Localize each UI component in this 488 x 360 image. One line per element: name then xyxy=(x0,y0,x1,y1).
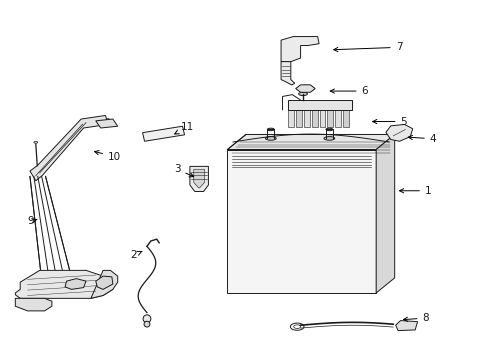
Polygon shape xyxy=(142,126,184,141)
Ellipse shape xyxy=(325,128,332,131)
Text: 3: 3 xyxy=(173,164,193,177)
Polygon shape xyxy=(193,169,204,188)
Polygon shape xyxy=(395,320,417,330)
Polygon shape xyxy=(375,134,394,293)
Text: 7: 7 xyxy=(333,42,402,52)
Polygon shape xyxy=(385,125,412,141)
Polygon shape xyxy=(96,276,113,289)
Text: 5: 5 xyxy=(372,117,407,127)
Ellipse shape xyxy=(267,128,274,131)
Ellipse shape xyxy=(144,321,150,327)
Text: 11: 11 xyxy=(174,122,194,134)
Text: 9: 9 xyxy=(27,216,37,226)
Bar xyxy=(319,110,325,127)
Polygon shape xyxy=(91,270,118,298)
Bar xyxy=(304,110,309,127)
Bar xyxy=(296,110,302,127)
Polygon shape xyxy=(65,279,86,289)
Bar xyxy=(327,110,332,127)
Bar xyxy=(334,110,340,127)
Bar xyxy=(288,110,294,127)
Text: 2: 2 xyxy=(130,250,142,260)
Polygon shape xyxy=(15,270,113,298)
Polygon shape xyxy=(281,62,294,85)
Polygon shape xyxy=(281,37,319,62)
Polygon shape xyxy=(96,119,118,128)
Bar xyxy=(342,110,348,127)
Polygon shape xyxy=(288,100,351,110)
Text: 10: 10 xyxy=(95,150,121,162)
Ellipse shape xyxy=(143,315,151,323)
Bar xyxy=(311,110,317,127)
Polygon shape xyxy=(227,134,394,149)
Text: 8: 8 xyxy=(403,313,428,323)
Ellipse shape xyxy=(265,136,276,140)
Polygon shape xyxy=(15,298,52,311)
Text: 4: 4 xyxy=(407,134,435,144)
Polygon shape xyxy=(227,149,375,293)
Text: 1: 1 xyxy=(399,186,430,196)
Text: 6: 6 xyxy=(329,86,367,96)
Ellipse shape xyxy=(324,136,334,140)
Ellipse shape xyxy=(298,92,307,95)
Polygon shape xyxy=(295,85,315,92)
Polygon shape xyxy=(30,116,108,181)
Ellipse shape xyxy=(34,141,38,143)
Polygon shape xyxy=(189,166,208,192)
